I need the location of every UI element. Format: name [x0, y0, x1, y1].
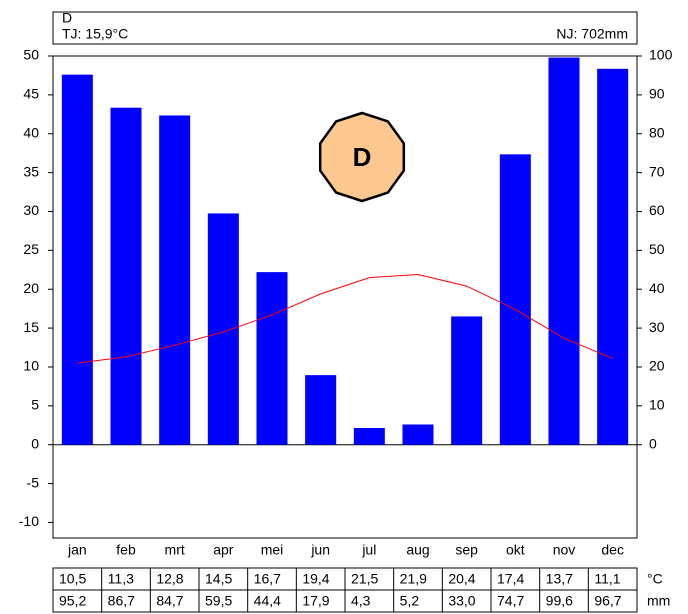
value-label: 84,7 — [156, 593, 183, 609]
unit-label: °C — [647, 571, 663, 587]
value-label: 86,7 — [108, 593, 135, 609]
y2-tick-label: 30 — [649, 319, 665, 335]
y-tick-label: 5 — [31, 397, 39, 413]
y-tick-label: 35 — [23, 163, 39, 179]
y2-tick-label: 80 — [649, 124, 665, 140]
y2-tick-label: 70 — [649, 163, 665, 179]
x-tick-label: mei — [261, 542, 284, 558]
x-tick-label: sep — [455, 542, 478, 558]
y2-tick-label: 10 — [649, 397, 665, 413]
y2-tick-label: 40 — [649, 280, 665, 296]
x-tick-label: aug — [406, 542, 429, 558]
x-tick-label: dec — [601, 542, 624, 558]
annotation: TJ: 15,9°C — [62, 26, 128, 42]
bar — [207, 213, 239, 445]
annotation: NJ: 702mm — [556, 26, 628, 42]
bar — [159, 115, 191, 445]
value-label: 12,8 — [156, 571, 183, 587]
value-label: 44,4 — [254, 593, 281, 609]
y-tick-label: 25 — [23, 241, 39, 257]
value-label: 33,0 — [448, 593, 475, 609]
x-tick-label: feb — [116, 542, 136, 558]
value-label: 74,7 — [497, 593, 524, 609]
value-label: 21,5 — [351, 571, 378, 587]
value-label: 99,6 — [546, 593, 573, 609]
y-tick-label: -10 — [19, 513, 39, 529]
value-label: 95,2 — [59, 593, 86, 609]
value-label: 11,1 — [594, 571, 620, 587]
value-label: 4,3 — [351, 593, 371, 609]
x-tick-label: okt — [506, 542, 525, 558]
value-label: 14,5 — [205, 571, 232, 587]
bar — [597, 68, 629, 445]
bar — [305, 375, 337, 445]
x-tick-label: jun — [310, 542, 330, 558]
x-tick-label: jul — [361, 542, 376, 558]
badge — [318, 111, 406, 203]
y2-tick-label: 90 — [649, 86, 665, 102]
y-tick-label: 20 — [23, 280, 39, 296]
value-label: 21,9 — [400, 571, 427, 587]
y-tick-label: -5 — [27, 474, 40, 490]
y-tick-label: 50 — [23, 47, 39, 63]
value-label: 59,5 — [205, 593, 232, 609]
value-label: 96,7 — [594, 593, 621, 609]
plot-frame — [52, 55, 638, 539]
unit-label: mm — [647, 593, 670, 609]
y-tick-label: 30 — [23, 202, 39, 218]
x-tick-label: apr — [213, 542, 234, 558]
x-tick-label: mrt — [165, 542, 185, 558]
y2-tick-label: 20 — [649, 358, 665, 374]
bar — [402, 424, 434, 445]
bar — [548, 57, 580, 445]
value-label: 17,9 — [302, 593, 329, 609]
y-tick-label: 45 — [23, 86, 39, 102]
value-label: 13,7 — [546, 571, 573, 587]
y2-tick-label: 60 — [649, 202, 665, 218]
bar — [61, 74, 93, 445]
y2-tick-label: 0 — [649, 435, 657, 451]
line — [77, 273, 613, 364]
value-label: 5,2 — [400, 593, 420, 609]
bar — [353, 427, 385, 445]
value-label: 10,5 — [59, 571, 86, 587]
y-tick-label: 15 — [23, 319, 39, 335]
value-label: 11,3 — [108, 571, 134, 587]
y2-tick-label: 100 — [649, 47, 673, 63]
bar — [451, 316, 483, 445]
bar — [499, 154, 531, 445]
bar — [256, 272, 288, 445]
bar — [110, 107, 142, 445]
value-label: 17,4 — [497, 571, 524, 587]
y-tick-label: 40 — [23, 124, 39, 140]
value-label: 19,4 — [302, 571, 329, 587]
header-box — [52, 11, 638, 45]
value-label: 20,4 — [448, 571, 475, 587]
x-tick-label: jan — [67, 542, 87, 558]
y2-tick-label: 50 — [649, 241, 665, 257]
y-tick-label: 0 — [31, 435, 39, 451]
chart-title: D — [62, 10, 72, 26]
y-tick-label: 10 — [23, 358, 39, 374]
badge-label: D — [353, 142, 372, 172]
value-label: 16,7 — [254, 571, 281, 587]
x-tick-label: nov — [553, 542, 576, 558]
